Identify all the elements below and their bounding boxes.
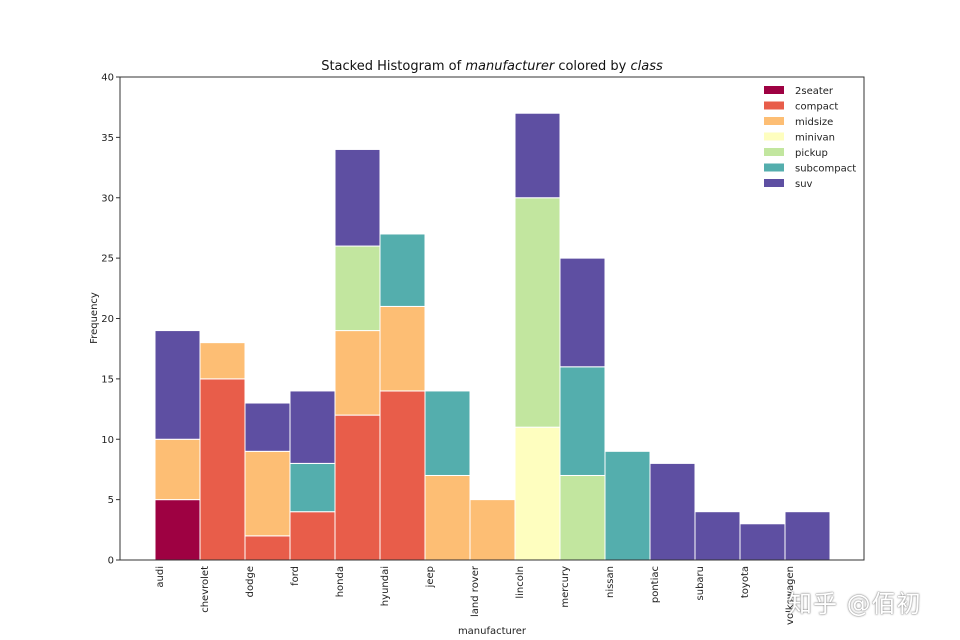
bar-segment <box>559 474 606 561</box>
bar-segment <box>334 245 381 332</box>
bar-segment <box>559 257 606 368</box>
bar-segment <box>784 511 831 561</box>
legend-label: 2seater <box>795 86 834 97</box>
y-tick-label: 30 <box>101 193 114 204</box>
bar-segment <box>559 366 606 476</box>
legend-swatch <box>764 148 784 156</box>
bar-segment <box>649 462 696 561</box>
legend-swatch <box>764 132 784 141</box>
y-tick-label: 0 <box>108 556 114 567</box>
bar-segment <box>334 148 381 247</box>
x-tick-label: pontiac <box>650 566 661 603</box>
x-tick-label: subaru <box>695 566 706 600</box>
y-tick-label: 10 <box>101 435 114 446</box>
bar-segment <box>514 112 561 199</box>
bar-segment <box>514 426 561 561</box>
x-tick-label: ford <box>290 566 301 586</box>
bar-segment <box>514 197 561 428</box>
x-tick-label: jeep <box>425 566 436 588</box>
bar-segment <box>244 535 291 561</box>
watermark-text: 知乎 @佰初 <box>788 590 922 618</box>
bar-segment <box>289 511 336 561</box>
legend-label: minivan <box>795 133 835 144</box>
bar-segment <box>694 511 741 561</box>
legend: 2seater compact midsize minivan pickup subcom… <box>764 86 856 190</box>
legend-swatch <box>764 101 784 110</box>
x-axis-ticks: audi chevrolet dodge ford honda hyundai jeep la… <box>155 565 796 625</box>
bar-segment <box>334 330 381 416</box>
bar-segment <box>334 414 381 561</box>
bar-segment <box>244 402 291 452</box>
bar-segment <box>604 450 651 561</box>
y-axis-label: Frequency <box>89 292 100 344</box>
bar-segment <box>289 390 336 464</box>
x-tick-label: mercury <box>560 566 571 608</box>
y-axis-ticks: 0 5 10 15 20 25 30 35 40 <box>101 73 120 567</box>
chart-title: Stacked Histogram of manufacturer colore… <box>321 59 663 74</box>
bar-segment <box>424 474 471 561</box>
title-part: Stacked Histogram of <box>321 59 465 74</box>
x-tick-label: volkswagen <box>785 566 796 625</box>
y-tick-label: 40 <box>101 73 114 84</box>
legend-swatch <box>764 179 784 187</box>
title-part: manufacturer <box>465 59 555 74</box>
legend-swatch <box>764 117 784 125</box>
title-part: colored by <box>554 59 630 74</box>
bar-segment <box>154 499 201 561</box>
x-tick-label: lincoln <box>515 566 526 599</box>
bars-group <box>154 112 831 561</box>
x-tick-label: chevrolet <box>200 566 211 613</box>
x-tick-label: toyota <box>740 566 751 598</box>
x-tick-label: land rover <box>470 565 481 617</box>
bar-segment <box>379 390 426 561</box>
x-tick-label: honda <box>335 566 346 597</box>
legend-swatch <box>764 163 784 172</box>
bar-segment <box>739 523 786 561</box>
y-tick-label: 25 <box>101 254 114 265</box>
legend-label: subcompact <box>795 164 856 175</box>
y-tick-label: 15 <box>101 374 114 385</box>
x-axis-label: manufacturer <box>458 626 527 637</box>
bar-segment <box>469 499 516 561</box>
bar-segment <box>154 330 201 440</box>
y-tick-label: 35 <box>101 133 114 144</box>
bar-segment <box>199 342 246 380</box>
bar-segment <box>289 462 336 513</box>
x-tick-label: hyundai <box>380 566 391 606</box>
legend-swatch <box>764 86 784 94</box>
bar-segment <box>379 233 426 307</box>
legend-label: compact <box>795 102 838 113</box>
x-tick-label: audi <box>155 566 166 588</box>
legend-label: pickup <box>795 148 828 159</box>
legend-label: suv <box>795 179 813 190</box>
y-tick-label: 5 <box>108 495 114 506</box>
x-tick-label: nissan <box>605 566 616 598</box>
x-tick-label: dodge <box>245 566 256 597</box>
y-tick-label: 20 <box>101 314 114 325</box>
legend-label: midsize <box>795 117 833 128</box>
bar-segment <box>424 390 471 476</box>
title-part: class <box>631 59 663 74</box>
bar-segment <box>244 450 291 537</box>
bar-segment <box>379 305 426 392</box>
bar-segment <box>154 438 201 501</box>
bar-segment <box>199 378 246 561</box>
